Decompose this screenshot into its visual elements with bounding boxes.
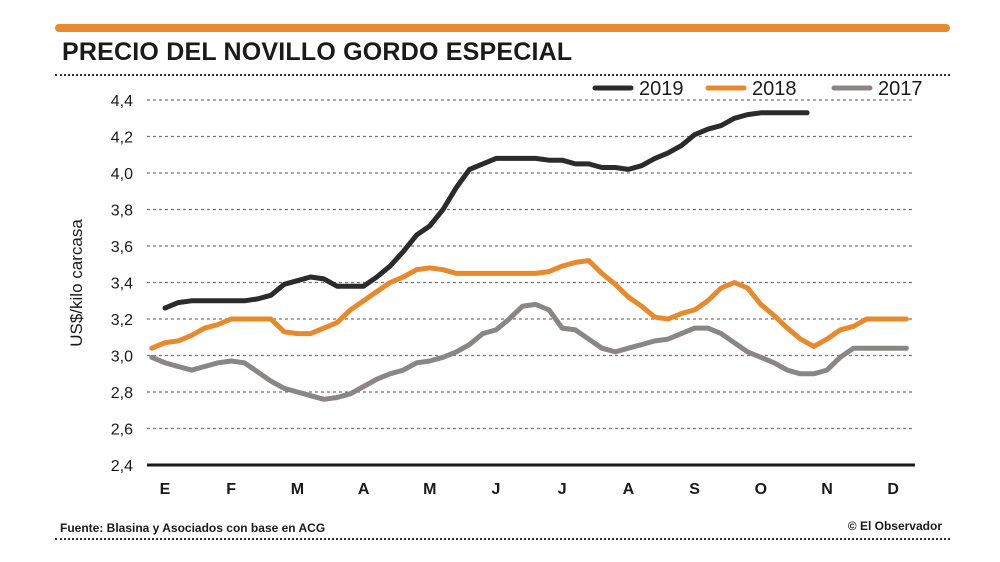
series-line-2017 — [149, 301, 909, 402]
x-tick-label: M — [423, 481, 436, 498]
y-tick-label: 4,4 — [111, 93, 133, 110]
y-tick-label: 3,6 — [111, 239, 133, 256]
x-tick-label: O — [755, 481, 767, 498]
series-line-2018 — [149, 258, 909, 351]
x-tick-label: S — [689, 481, 700, 498]
legend-label: 2019 — [639, 78, 684, 100]
legend: 2019 2018 2017 — [592, 78, 923, 100]
y-tick-label: 3,0 — [111, 349, 133, 366]
series-line-2019 — [162, 110, 810, 311]
x-tick-label: A — [358, 481, 370, 498]
y-tick-label: 2,8 — [111, 385, 133, 402]
y-axis-label: US$/kilo carcasa — [67, 219, 86, 347]
accent-bar — [55, 24, 950, 32]
x-tick-label: E — [160, 481, 171, 498]
x-tick-label: J — [492, 481, 501, 498]
gridlines — [147, 99, 915, 430]
legend-label: 2017 — [878, 78, 923, 100]
x-tick-label: D — [887, 481, 899, 498]
y-tick-label: 2,6 — [111, 422, 133, 439]
y-tick-label: 3,2 — [111, 312, 133, 329]
y-tick-label: 4,2 — [111, 130, 133, 147]
y-axis-ticks: 2,4 2,6 2,8 3,0 3,2 3,4 3,6 3,8 4,0 4,2 4,4 — [111, 93, 133, 475]
footer-divider — [55, 538, 950, 540]
credit-note: © El Observador — [847, 519, 942, 533]
y-tick-label: 3,8 — [111, 203, 133, 220]
chart-title: PRECIO DEL NOVILLO GORDO ESPECIAL — [62, 38, 573, 66]
source-note: Fuente: Blasina y Asociados con base en … — [60, 521, 326, 535]
x-tick-label: M — [291, 481, 304, 498]
title-divider — [55, 74, 950, 76]
x-tick-label: F — [226, 481, 236, 498]
x-tick-label: A — [623, 481, 635, 498]
x-tick-label: J — [558, 481, 567, 498]
x-tick-label: N — [821, 481, 833, 498]
legend-label: 2018 — [752, 78, 797, 100]
series-lines — [149, 110, 909, 402]
y-tick-label: 4,0 — [111, 166, 133, 183]
y-tick-label: 3,4 — [111, 276, 133, 293]
y-tick-label: 2,4 — [111, 458, 133, 475]
